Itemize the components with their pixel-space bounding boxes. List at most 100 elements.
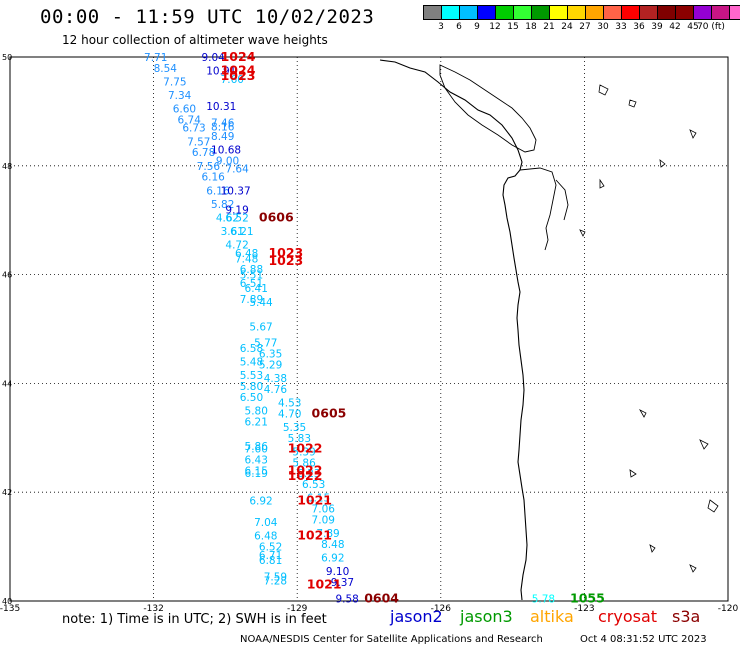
wave-height-value: 8.54 <box>154 63 178 75</box>
lon-label: -135 <box>0 604 20 614</box>
wave-height-value: 5.48 <box>240 357 263 369</box>
wave-height-value: 5.53 <box>240 370 263 382</box>
wave-height-value: 5.39 <box>292 446 315 458</box>
wave-height-value: 6.78 <box>192 147 215 159</box>
wave-height-value: 6.16 <box>201 172 225 184</box>
wave-height-value: 10.37 <box>221 185 251 197</box>
color-swatch <box>676 6 694 19</box>
wave-height-value: 5.80 <box>245 406 268 418</box>
wave-height-value: 9.10 <box>326 566 349 578</box>
wave-height-value: 6.21 <box>245 416 268 428</box>
color-scale <box>423 5 740 20</box>
wave-height-value: 7.46 <box>211 117 235 129</box>
wave-height-value: 4.53 <box>278 397 301 409</box>
wave-height-value: 5.51 <box>240 270 263 282</box>
lat-label: 46 <box>2 271 12 280</box>
lon-label: -129 <box>287 604 308 614</box>
pass-time-label: 0606 <box>259 209 294 224</box>
wave-height-readings: 7.71 9.048.54 10.917.75 7.607.346.60 10.316.… <box>144 52 555 605</box>
wave-height-value: 6.48 <box>235 248 258 260</box>
color-scale-label: 9 <box>474 22 480 32</box>
wave-height-value: 6.53 <box>302 479 325 491</box>
sat-jason3: jason3 <box>460 607 513 626</box>
wave-height-value: 4.76 <box>264 384 288 396</box>
color-scale-label: 6 <box>456 22 462 32</box>
wave-height-value: 6.48 <box>254 531 277 543</box>
color-swatch <box>586 6 604 19</box>
wave-height-value: 5.83 <box>288 433 311 445</box>
color-swatch <box>694 6 712 19</box>
pass-time-label: 1024 <box>221 49 256 64</box>
pass-time-label: 1021 <box>297 528 332 543</box>
lon-label: -123 <box>574 604 594 614</box>
wave-height-value: 6.51 <box>240 278 263 290</box>
color-swatch <box>658 6 676 19</box>
lat-label: 48 <box>2 162 12 171</box>
wave-height-value: 5.44 <box>249 297 273 309</box>
wave-height-value: 4.38 <box>264 373 287 385</box>
wave-height-value: 5.35 <box>283 422 306 434</box>
wave-height-value: 5.77 <box>254 338 277 350</box>
lat-label: 40 <box>2 597 12 606</box>
page-subtitle: 12 hour collection of altimeter wave hei… <box>62 33 328 47</box>
wave-height-value: 5.86 <box>292 457 316 469</box>
color-swatch <box>514 6 532 19</box>
wave-height-value: 6.43 <box>245 455 268 467</box>
wave-height-value: 3.61 <box>221 226 244 238</box>
pass-time-label: 1022 <box>288 468 323 483</box>
sat-s3a: s3a <box>672 607 701 626</box>
pass-time-label: 1023 <box>268 253 303 268</box>
pass-time-label: 1021 <box>307 577 342 592</box>
wave-height-value: 6.58 <box>240 343 263 355</box>
longitude-labels: -135 -132 -129 -126 -123 -120 <box>0 604 738 614</box>
color-scale-label: 39 <box>651 22 663 32</box>
wave-height-value: 7.56 <box>197 161 221 173</box>
wave-height-value: 9.04 <box>201 52 225 64</box>
color-swatch <box>478 6 496 19</box>
color-scale-label: 15 <box>507 22 519 32</box>
pass-time-label: 0604 <box>364 590 399 605</box>
graticule <box>10 57 728 601</box>
wave-height-value: 7.60 <box>245 444 268 456</box>
wave-height-value: 6.21 <box>230 226 253 238</box>
wave-height-value: 5.82 <box>211 199 234 211</box>
wave-height-value: 7.89 <box>316 528 339 540</box>
wave-height-value: 6.23 <box>297 468 320 480</box>
color-scale-label: 70 (ft) <box>697 22 725 32</box>
wave-height-value: 9.00 <box>216 155 239 167</box>
pass-time-labels: 1024102410230606102310230605102210221022… <box>221 49 605 605</box>
wave-height-value: 7.75 <box>163 76 186 88</box>
lon-label: -120 <box>718 604 739 614</box>
wave-height-value: 5.86 <box>245 441 269 453</box>
puget-sound <box>519 167 569 251</box>
wave-height-value: 5.78 <box>532 593 555 605</box>
color-scale-label: 30 <box>597 22 609 32</box>
wave-height-value: 5.29 <box>259 359 282 371</box>
wave-height-value: 6.81 <box>259 555 282 567</box>
lat-label: 42 <box>2 488 12 497</box>
credit-line: NOAA/NESDIS Center for Satellite Applica… <box>240 634 543 645</box>
wave-height-value: 6.15 <box>307 493 330 505</box>
wave-height-value: 7.34 <box>168 90 192 102</box>
wave-height-value: 6.92 <box>321 552 344 564</box>
wave-height-value: 10.31 <box>206 101 236 113</box>
pass-time-label: 1024 <box>221 63 256 78</box>
wave-height-value: 8.16 <box>211 122 235 134</box>
footnote: note: 1) Time is in UTC; 2) SWH is in fe… <box>62 612 327 627</box>
wave-height-value: 6.92 <box>249 495 272 507</box>
color-scale-label: 27 <box>579 22 591 32</box>
wave-height-value: 6.52 <box>259 542 282 554</box>
wave-height-value: 6.71 <box>259 550 282 562</box>
pass-time-label: 1022 <box>288 441 323 456</box>
lat-label: 44 <box>2 379 12 388</box>
wave-height-value: 6.73 <box>182 123 205 135</box>
pass-time-label: 1023 <box>221 68 256 83</box>
wave-height-value: 5.80 <box>240 381 263 393</box>
color-swatch <box>423 6 442 19</box>
wave-height-value: 6.60 <box>173 104 196 116</box>
wave-height-value: 7.09 <box>312 514 335 526</box>
color-scale-label: 21 <box>543 22 555 32</box>
color-swatch <box>712 6 730 19</box>
color-swatch <box>604 6 622 19</box>
